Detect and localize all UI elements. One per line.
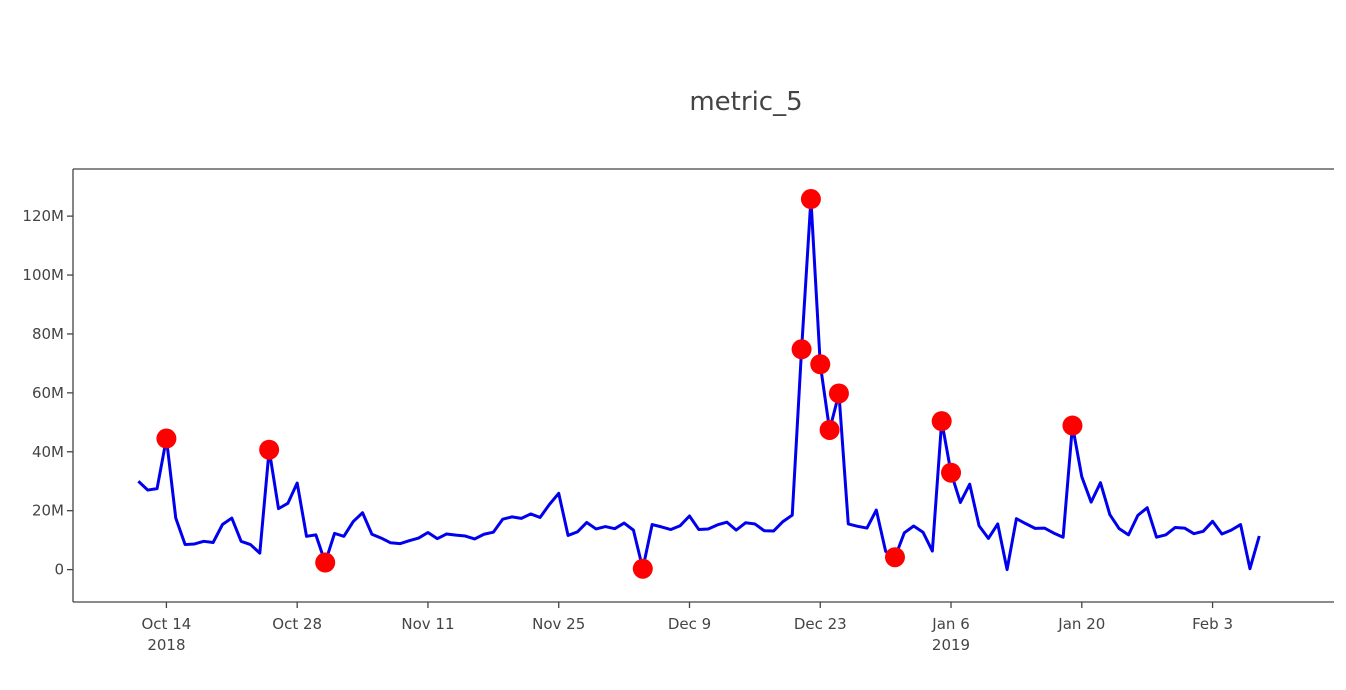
anomaly-marker	[941, 462, 962, 483]
x-tick-label: Dec 23	[794, 615, 847, 633]
x-tick-label: Oct 28	[272, 615, 322, 633]
x-tick-label: Jan 20	[1057, 615, 1105, 633]
x-tick-label: Jan 6	[931, 615, 969, 633]
x-ticks: Oct 14 2018 Oct 28 Nov 11 Nov 25 Dec 9 Dec 23 J…	[142, 602, 1233, 654]
y-tick-label: 0	[54, 561, 64, 579]
x-tick-year-label: 2019	[932, 636, 970, 654]
anomaly-marker	[810, 354, 831, 375]
marker-layer	[156, 189, 1083, 579]
anomaly-marker	[931, 411, 952, 432]
y-tick-label: 60M	[32, 384, 64, 402]
y-ticks: 0 20M 40M 60M 80M 100M 120M	[22, 207, 73, 579]
anomaly-marker	[315, 552, 336, 573]
x-tick-year-label: 2018	[147, 636, 185, 654]
x-tick-label: Nov 25	[532, 615, 585, 633]
anomaly-marker	[828, 383, 849, 404]
y-tick-label: 120M	[22, 207, 64, 225]
anomaly-marker	[259, 439, 280, 460]
anomaly-marker	[791, 339, 812, 360]
anomaly-marker	[156, 428, 177, 449]
anomaly-marker	[800, 189, 821, 210]
y-tick-label: 20M	[32, 502, 64, 520]
y-tick-label: 100M	[22, 266, 64, 284]
anomaly-marker	[632, 558, 653, 579]
series-layer	[137, 197, 1261, 572]
x-tick-label: Dec 9	[668, 615, 711, 633]
chart-title: metric_5	[689, 87, 802, 117]
y-tick-label: 80M	[32, 325, 64, 343]
anomaly-marker	[819, 419, 840, 440]
x-tick-label: Oct 14	[142, 615, 192, 633]
x-tick-label: Feb 3	[1192, 615, 1233, 633]
axes	[72, 168, 1334, 603]
x-tick-label: Nov 11	[401, 615, 454, 633]
series-line	[137, 197, 1261, 572]
anomaly-marker	[884, 547, 905, 568]
y-tick-label: 40M	[32, 443, 64, 461]
anomaly-marker	[1062, 415, 1083, 436]
